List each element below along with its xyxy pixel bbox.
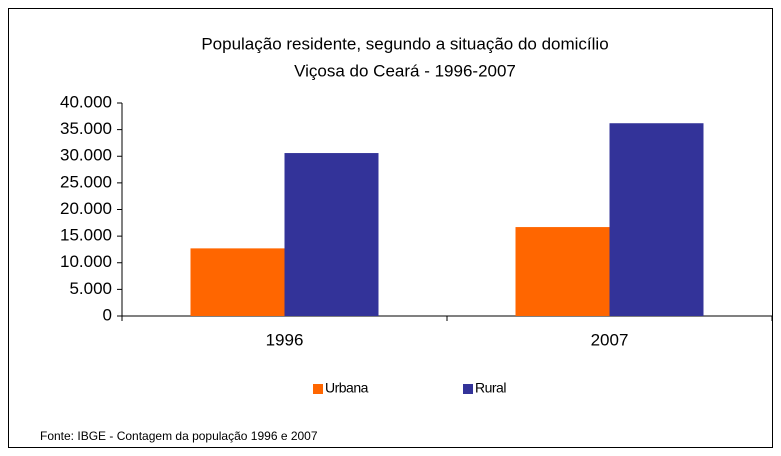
y-tick-label: 15.000	[60, 226, 112, 245]
y-tick-label: 30.000	[60, 146, 112, 165]
bar	[190, 248, 285, 316]
legend-swatch	[463, 384, 473, 394]
y-tick-label: 0	[103, 305, 112, 324]
chart-title: População residente, segundo a situação …	[201, 34, 608, 53]
legend-label: Rural	[475, 380, 506, 396]
legend-label: Urbana	[325, 380, 369, 396]
bar	[284, 153, 379, 316]
x-tick-label: 2007	[591, 330, 629, 349]
y-tick-label: 40.000	[60, 92, 112, 111]
y-tick-label: 10.000	[60, 252, 112, 271]
y-tick-label: 20.000	[60, 199, 112, 218]
x-tick-label: 1996	[266, 330, 304, 349]
y-tick-label: 35.000	[60, 119, 112, 138]
bar	[609, 123, 704, 316]
legend-swatch	[313, 384, 323, 394]
y-tick-label: 25.000	[60, 172, 112, 191]
source-note: Fonte: IBGE - Contagem da população 1996…	[40, 429, 318, 443]
chart-subtitle: Viçosa do Ceará - 1996-2007	[294, 61, 516, 80]
y-tick-label: 5.000	[69, 279, 112, 298]
bar	[515, 227, 610, 316]
